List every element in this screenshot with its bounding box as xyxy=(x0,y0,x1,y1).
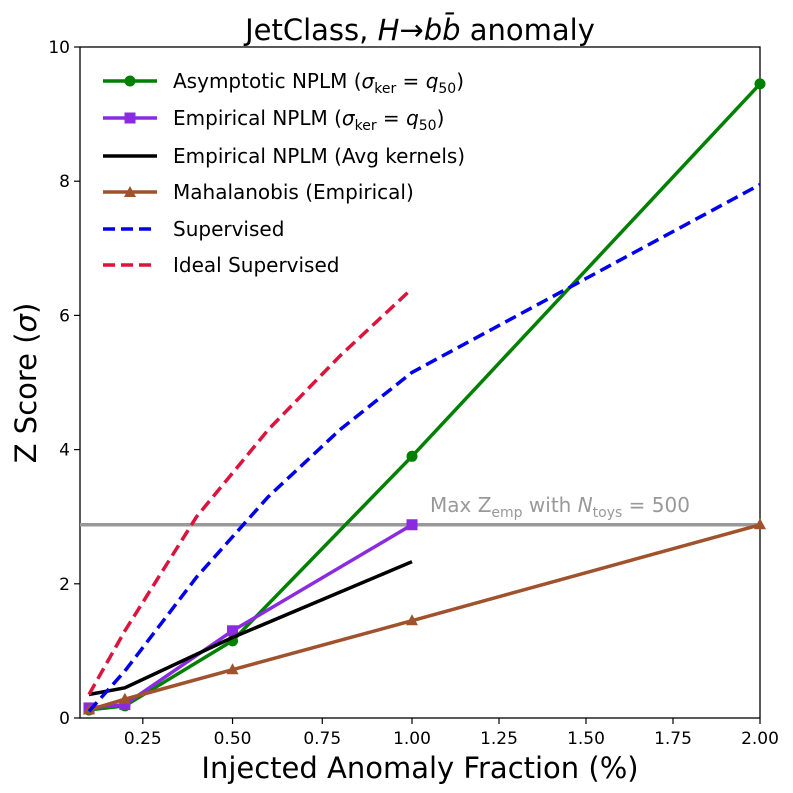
x-tick-label: 0.50 xyxy=(214,729,252,749)
legend-entry-empirical-nplm: Empirical NPLM (σker = q50) xyxy=(103,106,444,134)
legend: Asymptotic NPLM (σker = q50) Empirical N… xyxy=(103,69,465,277)
y-tick-label: 4 xyxy=(59,441,70,461)
legend-label-empirical-avg-kernels: Empirical NPLM (Avg kernels) xyxy=(173,144,465,168)
y-tick-label: 10 xyxy=(48,38,70,58)
x-axis-title: Injected Anomaly Fraction (%) xyxy=(201,751,638,785)
legend-marker-asymptotic-nplm xyxy=(124,75,136,87)
legend-marker-mahalanobis xyxy=(124,186,136,197)
series-empirical-nplm-avg-kernels xyxy=(88,560,413,697)
y-axis-title: Z Score (σ) xyxy=(9,303,43,464)
data-point-mahalanobis-empirical xyxy=(406,614,418,626)
series-mahalanobis-empirical xyxy=(82,518,766,715)
series-layer xyxy=(82,78,766,716)
legend-label-mahalanobis: Mahalanobis (Empirical) xyxy=(173,180,414,204)
x-tick-label: 1.75 xyxy=(654,729,692,749)
data-point-asymptotic-nplm-ker-q50 xyxy=(406,450,418,462)
x-tick-label: 1.25 xyxy=(480,729,518,749)
x-tick-label: 1.00 xyxy=(393,729,431,749)
y-tick-label: 2 xyxy=(59,575,70,595)
data-point-empirical-nplm-ker-q50 xyxy=(227,625,239,637)
legend-label-empirical-nplm: Empirical NPLM (σker = q50) xyxy=(173,106,444,134)
series-ideal-supervised xyxy=(87,287,414,696)
x-tick-label: 2.00 xyxy=(741,729,779,749)
data-point-empirical-nplm-ker-q50 xyxy=(119,699,131,711)
x-tick-label: 0.75 xyxy=(303,729,341,749)
data-point-mahalanobis-empirical xyxy=(118,692,131,704)
plot-frame xyxy=(79,46,761,719)
data-point-mahalanobis-empirical xyxy=(226,663,239,675)
legend-entry-empirical-avg-kernels: Empirical NPLM (Avg kernels) xyxy=(103,144,465,168)
legend-entry-mahalanobis: Mahalanobis (Empirical) xyxy=(103,180,414,204)
legend-label-ideal-supervised: Ideal Supervised xyxy=(173,253,339,277)
reference-line-group: Max Zemp with Ntoys = 500 xyxy=(80,493,760,527)
data-point-empirical-nplm-ker-q50 xyxy=(406,519,418,531)
series-line-ideal-supervised xyxy=(87,287,414,696)
series-supervised xyxy=(87,183,761,713)
data-point-mahalanobis-empirical xyxy=(754,518,766,530)
legend-label-asymptotic-nplm: Asymptotic NPLM (σker = q50) xyxy=(173,69,464,97)
series-line-supervised xyxy=(87,183,761,713)
x-tick-label: 1.50 xyxy=(567,729,605,749)
x-tick-label: 0.25 xyxy=(124,729,162,749)
x-axis-ticks: 0.25 0.50 0.75 1.00 1.25 1.50 1.75 2.00 xyxy=(124,718,779,749)
data-point-asymptotic-nplm-ker-q50 xyxy=(754,78,766,90)
y-tick-label: 8 xyxy=(59,172,70,192)
series-line-mahalanobis-empirical xyxy=(88,523,761,712)
series-asymptotic-nplm-ker-q50 xyxy=(83,78,766,716)
legend-entry-asymptotic-nplm: Asymptotic NPLM (σker = q50) xyxy=(103,69,464,97)
y-tick-label: 6 xyxy=(59,306,70,326)
chart-title: JetClass, H→bb̄ anomaly xyxy=(243,13,595,47)
y-tick-label: 0 xyxy=(59,709,70,729)
y-axis-ticks: 0 2 4 6 8 10 xyxy=(48,38,80,729)
series-line-empirical-nplm-avg-kernels xyxy=(88,560,413,697)
reference-line-label: Max Zemp with Ntoys = 500 xyxy=(430,493,690,521)
legend-label-supervised: Supervised xyxy=(173,217,284,241)
legend-marker-empirical-nplm xyxy=(124,112,136,124)
legend-entry-supervised: Supervised xyxy=(103,217,284,241)
legend-entry-ideal-supervised: Ideal Supervised xyxy=(103,253,339,277)
